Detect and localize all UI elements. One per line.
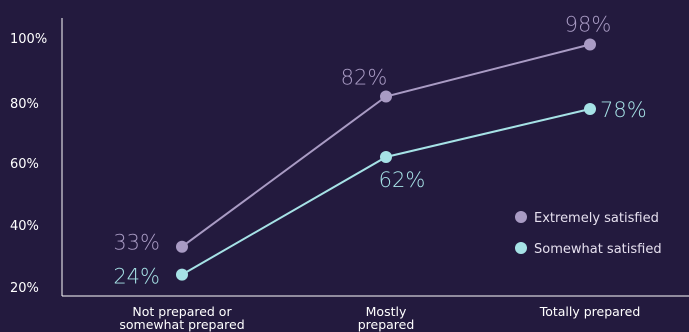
y-tick-label: 40% [10,219,39,234]
x-category-label-line: Not prepared or [132,304,232,319]
y-tick-label: 80% [10,97,39,112]
data-point [380,151,392,163]
series-extremely-satisfied: 33% 82% 98% [113,13,611,255]
data-point [176,240,188,253]
data-label: 78% [600,98,647,122]
data-label: 24% [113,265,160,289]
data-label: 33% [113,231,160,255]
data-label: 98% [565,13,612,37]
y-tick-labels: 20% 40% 60% 80% 100% [10,32,47,296]
legend-marker [515,242,527,254]
x-category-label-line: prepared [358,317,415,332]
x-category-label: Not prepared or somewhat prepared [119,304,244,332]
x-category-label-line: Mostly [366,304,407,319]
legend-label: Somewhat satisfied [534,242,662,257]
data-point [584,103,596,115]
legend: Extremely satisfied Somewhat satisfied [515,211,662,257]
y-tick-label: 60% [10,157,39,172]
legend-marker [515,211,527,223]
data-point [176,268,188,281]
x-category-labels: Not prepared or somewhat prepared Mostly pr… [119,304,640,332]
x-category-label-line: Totally prepared [539,304,641,319]
legend-item: Extremely satisfied [515,211,659,226]
legend-label: Extremely satisfied [534,211,659,226]
x-category-label: Mostly prepared [358,304,415,332]
x-category-label-line: somewhat prepared [119,317,244,332]
y-tick-label: 100% [10,32,47,47]
data-label: 62% [379,168,426,192]
chart-axes [61,18,689,297]
y-tick-label: 20% [10,281,39,296]
series-layer: 33% 82% 98% 24% 62% 78% [113,13,646,289]
legend-item: Somewhat satisfied [515,242,662,257]
data-label: 82% [341,66,388,90]
x-category-label: Totally prepared [539,304,641,319]
data-point [380,90,392,103]
data-point [584,38,596,51]
series-somewhat-satisfied: 24% 62% 78% [113,98,646,289]
